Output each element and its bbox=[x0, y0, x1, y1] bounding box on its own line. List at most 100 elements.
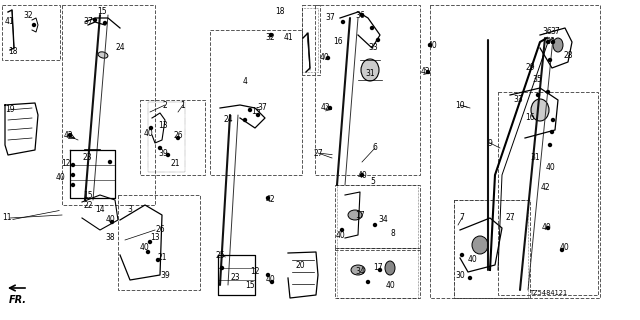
Circle shape bbox=[104, 21, 106, 25]
Text: 40: 40 bbox=[545, 37, 555, 46]
Text: 36: 36 bbox=[542, 28, 552, 36]
Circle shape bbox=[177, 137, 179, 140]
Bar bbox=[210, 30, 302, 175]
Text: TZ5484121: TZ5484121 bbox=[530, 290, 568, 296]
Text: 18: 18 bbox=[8, 47, 18, 57]
Circle shape bbox=[376, 38, 380, 42]
Text: 10: 10 bbox=[455, 100, 465, 109]
Text: 39: 39 bbox=[160, 270, 170, 279]
Bar bbox=[2, 5, 60, 60]
Circle shape bbox=[72, 173, 74, 177]
Text: 34: 34 bbox=[355, 268, 365, 276]
Ellipse shape bbox=[553, 38, 563, 52]
Text: 24: 24 bbox=[115, 44, 125, 52]
Circle shape bbox=[33, 23, 35, 27]
Bar bbox=[140, 100, 205, 175]
Circle shape bbox=[111, 220, 113, 223]
Text: 40: 40 bbox=[560, 244, 570, 252]
Text: 16: 16 bbox=[333, 37, 343, 46]
Text: 37: 37 bbox=[83, 18, 93, 27]
Circle shape bbox=[367, 281, 369, 284]
Text: 15: 15 bbox=[245, 281, 255, 290]
Text: 2: 2 bbox=[163, 100, 168, 109]
Text: 42: 42 bbox=[63, 131, 73, 140]
Text: 40: 40 bbox=[385, 281, 395, 290]
Circle shape bbox=[371, 27, 374, 29]
Text: 30: 30 bbox=[455, 270, 465, 279]
Ellipse shape bbox=[531, 99, 549, 121]
Circle shape bbox=[166, 154, 170, 156]
Text: 34: 34 bbox=[378, 215, 388, 225]
Text: 40: 40 bbox=[105, 215, 115, 225]
Circle shape bbox=[221, 267, 223, 269]
Circle shape bbox=[426, 70, 429, 74]
Circle shape bbox=[547, 91, 550, 93]
Text: 41: 41 bbox=[4, 18, 14, 27]
Text: 40: 40 bbox=[140, 244, 150, 252]
Bar bbox=[62, 5, 155, 205]
Text: 16: 16 bbox=[525, 114, 535, 123]
Circle shape bbox=[552, 41, 554, 44]
Text: 23: 23 bbox=[230, 274, 240, 283]
Text: 4: 4 bbox=[243, 77, 248, 86]
Text: 26: 26 bbox=[155, 226, 165, 235]
Circle shape bbox=[243, 118, 246, 122]
Text: 40: 40 bbox=[357, 171, 367, 180]
Circle shape bbox=[68, 133, 72, 137]
Text: 32: 32 bbox=[265, 34, 275, 43]
Circle shape bbox=[269, 34, 273, 36]
Circle shape bbox=[93, 19, 97, 21]
Text: 29: 29 bbox=[525, 63, 535, 73]
Text: 40: 40 bbox=[427, 41, 437, 50]
Bar bbox=[454, 200, 530, 298]
Bar bbox=[430, 5, 600, 298]
Circle shape bbox=[547, 227, 550, 229]
Circle shape bbox=[461, 253, 463, 257]
Circle shape bbox=[360, 13, 364, 17]
Text: 40: 40 bbox=[265, 276, 275, 284]
Ellipse shape bbox=[98, 52, 108, 58]
Text: 31: 31 bbox=[530, 153, 540, 162]
Text: 24: 24 bbox=[223, 116, 233, 124]
Text: 17: 17 bbox=[373, 263, 383, 273]
Circle shape bbox=[72, 183, 74, 187]
Circle shape bbox=[271, 281, 273, 284]
Circle shape bbox=[468, 276, 472, 279]
Text: 11: 11 bbox=[3, 213, 12, 222]
Text: 42: 42 bbox=[420, 68, 430, 76]
Circle shape bbox=[547, 41, 550, 44]
Text: 42: 42 bbox=[540, 183, 550, 193]
Circle shape bbox=[374, 223, 376, 227]
Text: 33: 33 bbox=[368, 44, 378, 52]
Ellipse shape bbox=[351, 265, 365, 275]
Circle shape bbox=[342, 20, 344, 23]
Text: 36: 36 bbox=[355, 11, 365, 20]
Circle shape bbox=[147, 251, 150, 253]
Circle shape bbox=[340, 228, 344, 231]
Text: 32: 32 bbox=[23, 12, 33, 20]
Circle shape bbox=[360, 173, 364, 177]
Circle shape bbox=[552, 118, 554, 122]
Text: 17: 17 bbox=[355, 211, 365, 220]
Text: 1: 1 bbox=[180, 100, 186, 109]
Circle shape bbox=[150, 126, 152, 130]
Text: 27: 27 bbox=[505, 213, 515, 222]
Text: 15: 15 bbox=[83, 190, 93, 199]
Text: 12: 12 bbox=[250, 268, 260, 276]
Circle shape bbox=[109, 161, 111, 164]
Text: 39: 39 bbox=[158, 148, 168, 157]
Text: 13: 13 bbox=[150, 234, 160, 243]
Circle shape bbox=[157, 259, 159, 261]
Circle shape bbox=[548, 59, 552, 61]
Text: 42: 42 bbox=[265, 196, 275, 204]
Text: 40: 40 bbox=[542, 223, 552, 233]
Circle shape bbox=[561, 249, 563, 252]
Text: 35: 35 bbox=[532, 76, 542, 84]
Text: 15: 15 bbox=[97, 7, 107, 17]
Circle shape bbox=[266, 274, 269, 276]
Text: 15: 15 bbox=[251, 108, 261, 116]
Circle shape bbox=[248, 108, 252, 111]
Text: 18: 18 bbox=[275, 7, 285, 17]
Text: 37: 37 bbox=[550, 28, 560, 36]
Circle shape bbox=[326, 57, 330, 60]
